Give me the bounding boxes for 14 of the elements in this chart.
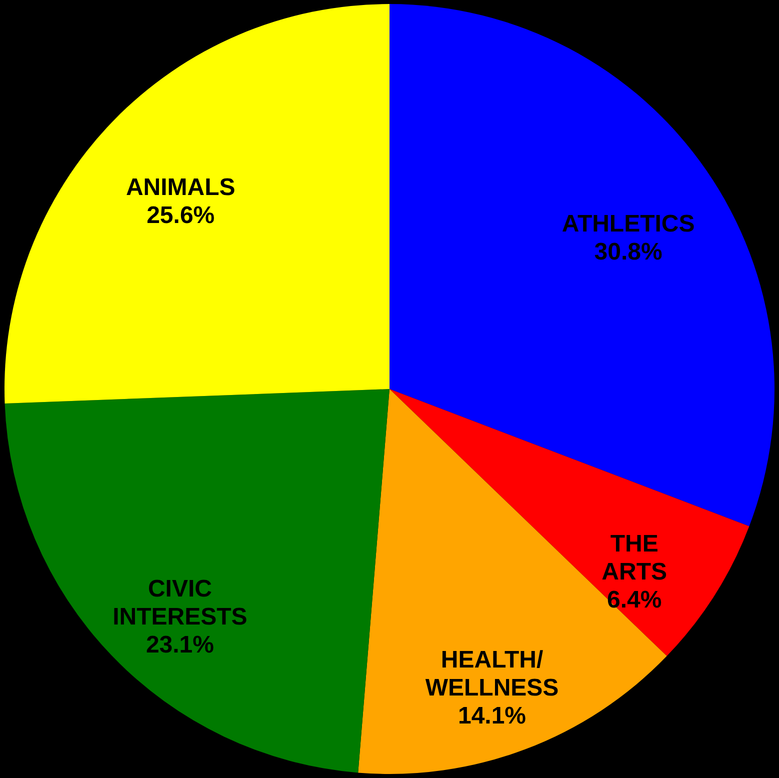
data-label: 25.6% — [146, 202, 215, 229]
data-label: 30.8% — [594, 238, 662, 266]
slice-label: CIVIC INTERESTS — [112, 576, 248, 630]
slice-label: ANIMALS — [126, 174, 236, 201]
pie-slice — [4, 389, 390, 773]
pie-slice — [358, 389, 667, 774]
pie-slice — [390, 4, 774, 526]
data-label: 14.1% — [458, 702, 526, 730]
slice-label: THE ARTS — [602, 530, 668, 586]
slice-label: ATHLETICS — [562, 210, 695, 238]
pie-slice — [4, 4, 390, 404]
slice-label: HEALTH/WELLNESS — [425, 646, 559, 702]
data-label: 6.4% — [607, 586, 662, 614]
data-label: 23.1% — [146, 632, 214, 658]
